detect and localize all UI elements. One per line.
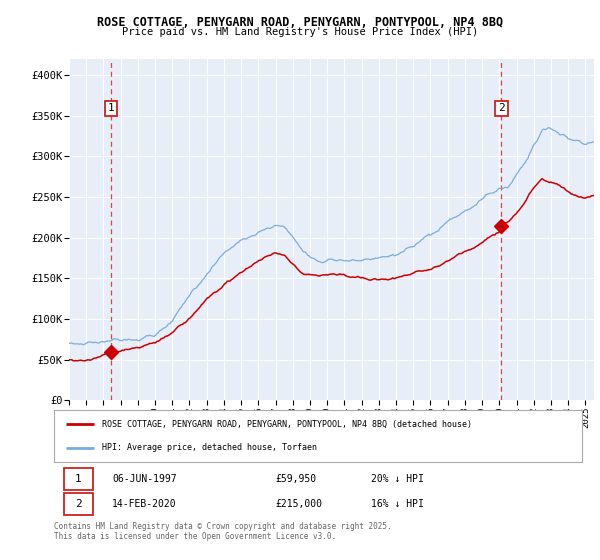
FancyBboxPatch shape (64, 468, 92, 491)
Text: 2: 2 (498, 104, 505, 113)
Text: 1: 1 (74, 474, 82, 484)
Text: £215,000: £215,000 (276, 499, 323, 509)
Text: 20% ↓ HPI: 20% ↓ HPI (371, 474, 424, 484)
Text: £59,950: £59,950 (276, 474, 317, 484)
Text: 2: 2 (74, 499, 82, 509)
Text: 16% ↓ HPI: 16% ↓ HPI (371, 499, 424, 509)
Text: Contains HM Land Registry data © Crown copyright and database right 2025.
This d: Contains HM Land Registry data © Crown c… (54, 522, 392, 542)
Text: 14-FEB-2020: 14-FEB-2020 (112, 499, 177, 509)
Text: 1: 1 (107, 104, 114, 113)
Text: HPI: Average price, detached house, Torfaen: HPI: Average price, detached house, Torf… (101, 444, 317, 452)
FancyBboxPatch shape (64, 493, 92, 515)
Text: Price paid vs. HM Land Registry's House Price Index (HPI): Price paid vs. HM Land Registry's House … (122, 27, 478, 38)
Text: ROSE COTTAGE, PENYGARN ROAD, PENYGARN, PONTYPOOL, NP4 8BQ: ROSE COTTAGE, PENYGARN ROAD, PENYGARN, P… (97, 16, 503, 29)
Text: ROSE COTTAGE, PENYGARN ROAD, PENYGARN, PONTYPOOL, NP4 8BQ (detached house): ROSE COTTAGE, PENYGARN ROAD, PENYGARN, P… (101, 419, 472, 428)
Text: 06-JUN-1997: 06-JUN-1997 (112, 474, 177, 484)
